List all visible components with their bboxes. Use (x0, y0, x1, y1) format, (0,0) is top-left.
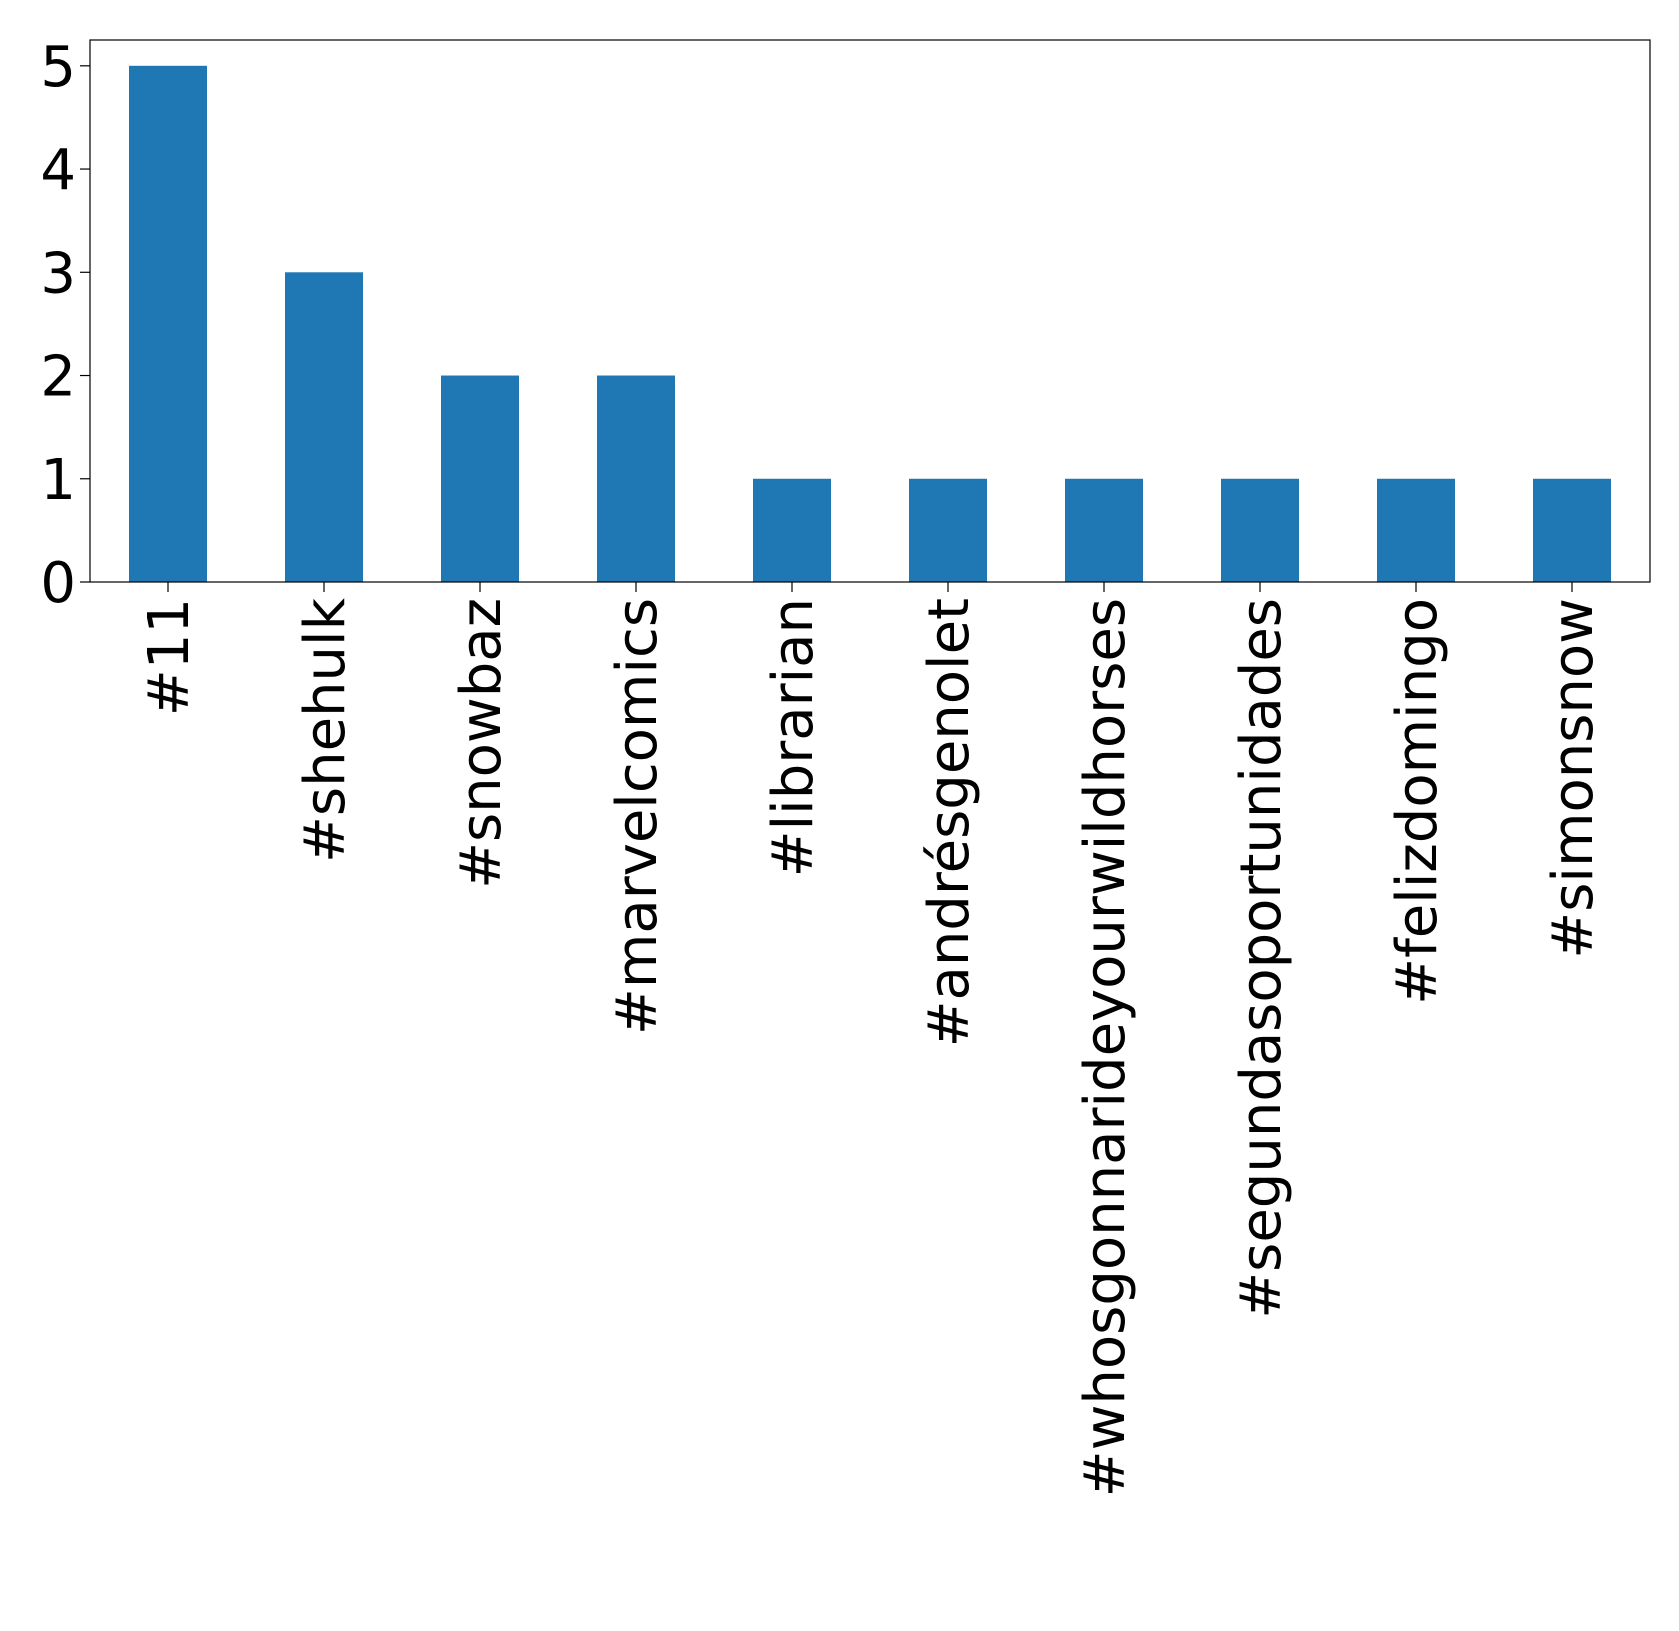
bar-3 (597, 375, 675, 582)
x-tick-label: #marvelcomics (605, 598, 670, 1035)
bar-9 (1533, 478, 1611, 582)
bar-0 (129, 65, 207, 583)
bar-6 (1065, 478, 1143, 582)
x-tick-label: #whosgonnarideyourwildhorses (1073, 598, 1138, 1497)
x-tick-label: #felizdomingo (1385, 598, 1450, 1005)
x-tick-label: #librarian (761, 598, 826, 877)
y-tick-label: 2 (40, 345, 76, 410)
x-tick-label: #11 (137, 598, 202, 716)
y-axis: 0 1 2 3 4 5 (40, 35, 90, 616)
y-tick-label: 3 (40, 241, 76, 306)
bars-group (129, 65, 1611, 583)
x-tick-label: #simonsnow (1541, 598, 1606, 959)
y-tick-label: 4 (40, 138, 76, 203)
bar-7 (1221, 478, 1299, 582)
x-tick-label: #shehulk (293, 597, 358, 863)
y-tick-label: 0 (40, 551, 76, 616)
x-tick-label: #segundasoportunidades (1229, 598, 1294, 1319)
bar-1 (285, 272, 363, 582)
bar-4 (753, 478, 831, 582)
x-tick-label: #andrésgenolet (917, 598, 982, 1047)
y-tick-label: 5 (40, 35, 76, 100)
bar-2 (441, 375, 519, 582)
x-axis: #11 #shehulk #snowbaz #marvelcomics #librari… (137, 582, 1606, 1497)
plot-frame (89, 39, 1651, 583)
y-tick-label: 1 (40, 448, 76, 513)
bar-5 (909, 478, 987, 582)
x-tick-label: #snowbaz (449, 598, 514, 889)
bar-8 (1377, 478, 1455, 582)
